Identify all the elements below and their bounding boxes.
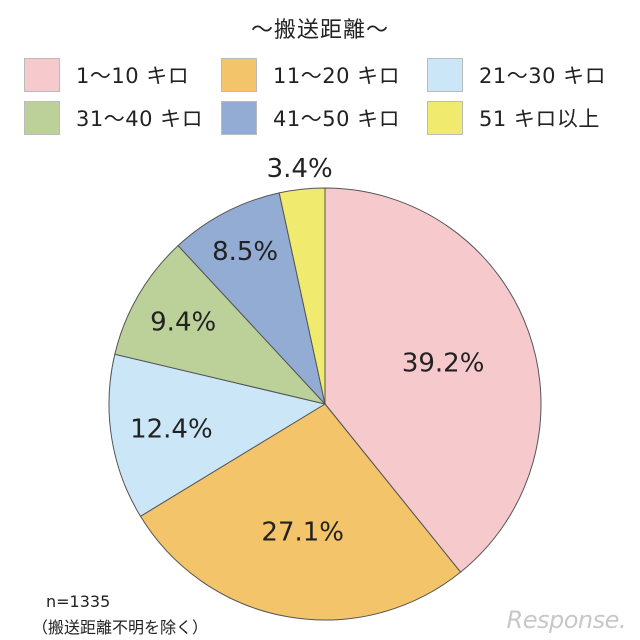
legend-item-1-10km: 1～10 キロ [24,58,189,92]
legend-swatch [24,101,60,135]
slice-value-label: 39.2% [402,348,485,378]
legend-label: 51 キロ以上 [479,107,600,131]
pie-slice [139,403,462,621]
pie-slice [324,187,542,573]
legend-swatch [24,58,60,92]
slice-value-label: 9.4% [150,307,216,337]
legend-swatch [427,101,463,135]
exclusion-note: （搬送距離不明を除く） [32,618,209,637]
legend-swatch [427,58,463,92]
legend-item-11-20km: 11～20 キロ [221,58,400,92]
legend-swatch [221,58,257,92]
legend-item-31-40km: 31～40 キロ [24,101,203,135]
legend-label: 11～20 キロ [273,64,401,88]
pie-slice [114,244,327,405]
chart-title: ～搬送距離～ [250,18,389,43]
pie-slice [108,353,327,517]
slice-value-label: 8.5% [212,237,278,267]
legend-item-21-30km: 21～30 キロ [427,58,606,92]
pie-slice [177,192,326,406]
legend-label: 41～50 キロ [273,107,401,131]
legend-label: 21～30 キロ [479,64,607,88]
legend-item-51km-plus: 51 キロ以上 [427,101,600,135]
legend-label: 1～10 キロ [76,64,190,88]
legend-label: 31～40 キロ [76,107,204,131]
legend-swatch [221,101,257,135]
slice-value-label: 12.4% [130,414,213,444]
legend-item-41-50km: 41～50 キロ [221,101,400,135]
sample-size-note: n=1335 [46,592,111,611]
slice-value-label: 3.4% [267,154,333,184]
pie-slice [278,187,326,405]
watermark-logo: Response. [506,606,627,634]
slice-value-label: 27.1% [261,518,344,548]
